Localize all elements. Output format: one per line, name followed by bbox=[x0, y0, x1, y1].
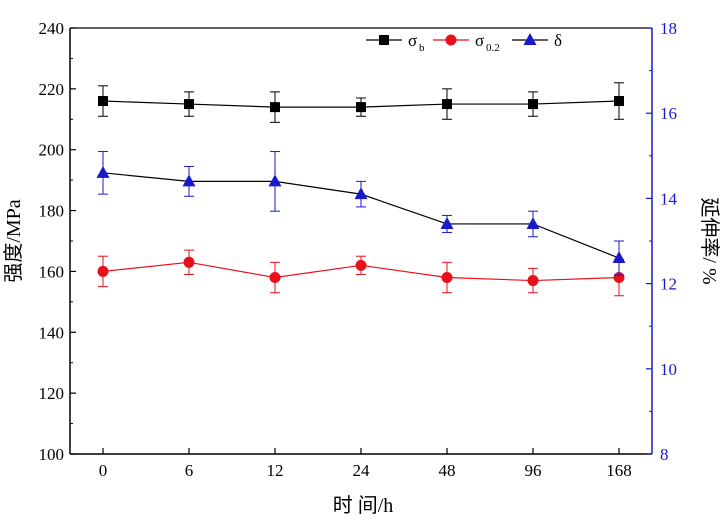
legend-marker-b bbox=[379, 35, 389, 45]
y-right-tick-label: 8 bbox=[660, 445, 669, 464]
data-point-series bbox=[526, 216, 540, 229]
y-left-tick-label: 200 bbox=[39, 141, 65, 160]
legend-marker-02 bbox=[445, 34, 457, 46]
x-tick-label: 168 bbox=[606, 461, 632, 480]
data-point-02 bbox=[97, 265, 109, 277]
y-left-tick-label: 240 bbox=[39, 19, 65, 38]
legend-label-02: σ bbox=[475, 31, 484, 50]
legend-label-series: δ bbox=[554, 31, 562, 50]
data-point-02 bbox=[183, 256, 195, 268]
y-axis-left-label: 强度/MPa bbox=[2, 199, 25, 282]
data-point-series bbox=[440, 216, 454, 229]
x-tick-label: 0 bbox=[99, 461, 108, 480]
data-point-series bbox=[96, 165, 110, 178]
data-point-b bbox=[614, 96, 624, 107]
x-tick-label: 6 bbox=[185, 461, 194, 480]
y-left-tick-label: 100 bbox=[39, 445, 65, 464]
y-right-tick-label: 12 bbox=[660, 275, 677, 294]
data-point-02 bbox=[441, 272, 453, 284]
y-right-tick-label: 16 bbox=[660, 104, 677, 123]
y-right-tick-label: 10 bbox=[660, 360, 677, 379]
x-tick-label: 96 bbox=[525, 461, 542, 480]
x-axis-label: 时 间/h bbox=[333, 494, 394, 517]
data-point-02 bbox=[527, 275, 539, 287]
data-point-02 bbox=[355, 259, 367, 271]
data-point-b bbox=[98, 96, 108, 107]
data-point-b bbox=[528, 99, 538, 110]
data-point-series bbox=[354, 187, 368, 200]
x-tick-label: 24 bbox=[353, 461, 371, 480]
y-left-tick-label: 220 bbox=[39, 80, 65, 99]
y-left-tick-label: 180 bbox=[39, 202, 65, 221]
data-point-series bbox=[612, 251, 626, 264]
data-point-b bbox=[270, 102, 280, 113]
legend: σ b σ 0.2 δ bbox=[366, 31, 562, 54]
x-tick-label: 48 bbox=[439, 461, 456, 480]
data-point-02 bbox=[269, 272, 281, 284]
legend-label-b: σ bbox=[408, 31, 417, 50]
y-right-tick-label: 14 bbox=[660, 189, 678, 208]
y-axis-right-label: 延伸率/ % bbox=[698, 197, 720, 284]
legend-sublabel-b: b bbox=[419, 42, 425, 54]
legend-sublabel-02: 0.2 bbox=[486, 42, 500, 54]
data-point-series bbox=[268, 174, 282, 187]
data-point-b bbox=[442, 99, 452, 110]
legend-marker-series bbox=[523, 33, 537, 45]
y-left-tick-label: 120 bbox=[39, 384, 65, 403]
y-left-tick-label: 160 bbox=[39, 262, 65, 281]
x-tick-label: 12 bbox=[267, 461, 284, 480]
data-point-b bbox=[184, 99, 194, 110]
y-right-tick-label: 18 bbox=[660, 19, 677, 38]
data-point-series bbox=[182, 174, 196, 187]
data-point-b bbox=[356, 102, 366, 113]
y-left-tick-label: 140 bbox=[39, 323, 65, 342]
